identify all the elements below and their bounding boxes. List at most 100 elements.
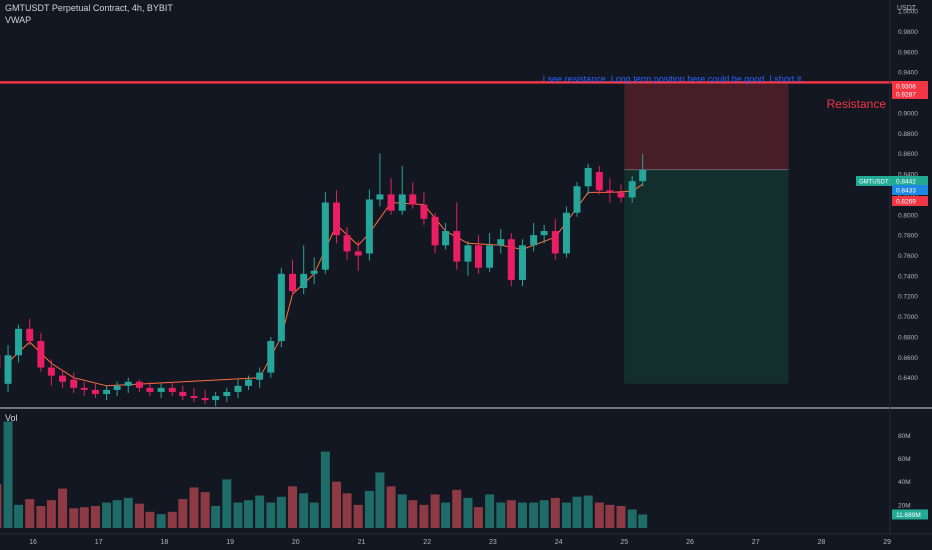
price-badge bbox=[892, 81, 928, 91]
candle-body bbox=[365, 199, 373, 254]
volume-bar bbox=[638, 514, 648, 528]
candle-body bbox=[80, 387, 88, 390]
candle-body bbox=[420, 204, 428, 219]
candle-body bbox=[595, 171, 603, 191]
price-tick-label: 0.8600 bbox=[898, 151, 918, 158]
candle-body bbox=[376, 194, 384, 200]
volume-bar bbox=[145, 511, 155, 528]
candle-body bbox=[453, 231, 461, 262]
candle-body bbox=[223, 391, 231, 397]
volume-bar bbox=[452, 489, 462, 528]
volume-label: Vol bbox=[5, 413, 18, 423]
candle-body bbox=[146, 387, 154, 392]
volume-badge-text: 11.689M bbox=[896, 512, 921, 519]
overlay-lines bbox=[0, 0, 932, 535]
price-tick-label: 0.8400 bbox=[898, 172, 918, 179]
price-tick-label: 0.7000 bbox=[898, 314, 918, 321]
volume-bar bbox=[299, 493, 309, 528]
candle-body bbox=[497, 239, 505, 246]
price-axis-currency: USDT bbox=[897, 5, 917, 12]
volume-bar bbox=[189, 487, 199, 528]
price-badge bbox=[892, 89, 928, 99]
candle-body bbox=[103, 389, 111, 394]
candle-body bbox=[37, 341, 45, 368]
volume-bar bbox=[25, 499, 35, 528]
price-badge-text: 0.9306 bbox=[896, 84, 916, 91]
volume-bar bbox=[616, 506, 626, 528]
candle-body bbox=[244, 379, 252, 386]
volume-bar bbox=[408, 500, 418, 528]
time-tick-label: 22 bbox=[423, 539, 431, 546]
volume-bar bbox=[123, 497, 133, 528]
candle-body bbox=[343, 235, 351, 252]
volume-bar bbox=[276, 496, 286, 528]
candle-body bbox=[442, 231, 450, 246]
volume-bar bbox=[102, 502, 112, 528]
price-tick-label: 0.7200 bbox=[898, 294, 918, 301]
time-tick-label: 26 bbox=[686, 539, 694, 546]
candle-body bbox=[4, 355, 12, 384]
volume-bar bbox=[550, 497, 560, 528]
volume-bar bbox=[90, 506, 100, 528]
volume-bar bbox=[496, 502, 506, 528]
candle-body bbox=[551, 231, 559, 254]
candle-body bbox=[212, 396, 220, 401]
candle-body bbox=[201, 398, 209, 401]
price-tick-label: 0.6400 bbox=[898, 375, 918, 382]
volume-bar bbox=[178, 499, 188, 528]
volume-bar bbox=[69, 508, 79, 528]
candle-body bbox=[409, 194, 417, 205]
time-tick-label: 28 bbox=[818, 539, 826, 546]
candle-body bbox=[59, 375, 67, 382]
time-tick-label: 23 bbox=[489, 539, 497, 546]
candle-body bbox=[310, 270, 318, 274]
candle-body bbox=[387, 194, 395, 211]
candle-body bbox=[179, 391, 187, 397]
price-tick-label: 0.6800 bbox=[898, 334, 918, 341]
volume-bar bbox=[3, 421, 13, 528]
price-tick-label: 0.8800 bbox=[898, 131, 918, 138]
volume-bar bbox=[332, 481, 342, 528]
volume-bar bbox=[200, 492, 210, 528]
candle-body bbox=[168, 387, 176, 392]
price-badge-text: 0.8433 bbox=[896, 188, 916, 195]
volume-bar bbox=[266, 502, 276, 528]
volume-bar bbox=[112, 500, 122, 528]
price-tick-label: 0.9600 bbox=[898, 49, 918, 56]
time-tick-label: 17 bbox=[95, 539, 103, 546]
candle-body bbox=[267, 341, 275, 373]
price-tick-label: 0.9400 bbox=[898, 70, 918, 77]
volume-bar bbox=[463, 497, 473, 528]
candle-body bbox=[398, 194, 406, 211]
time-tick-label: 20 bbox=[292, 539, 300, 546]
price-tick-label: 0.9000 bbox=[898, 110, 918, 117]
volume-bar bbox=[309, 502, 319, 528]
volume-tick-label: 80M bbox=[898, 433, 911, 440]
candle-body bbox=[584, 167, 592, 187]
volume-bar bbox=[441, 502, 451, 528]
candle-body bbox=[135, 381, 143, 388]
candle-body bbox=[354, 251, 362, 256]
stop-loss-zone bbox=[624, 83, 789, 170]
candle-body bbox=[70, 379, 78, 388]
candle-body bbox=[234, 385, 242, 392]
volume-tick-label: 60M bbox=[898, 456, 911, 463]
candle-body bbox=[277, 273, 285, 342]
chart-text: I see resistance. Long term position her… bbox=[5, 5, 917, 423]
candle-body bbox=[333, 202, 341, 236]
volume-bar bbox=[156, 514, 166, 528]
volume-bar bbox=[353, 504, 363, 528]
volume-bar bbox=[36, 506, 46, 528]
candle-body bbox=[113, 385, 121, 390]
volume-bars bbox=[0, 421, 648, 528]
candle-body bbox=[157, 387, 165, 392]
volume-bar bbox=[539, 500, 549, 528]
candle-body bbox=[190, 396, 198, 399]
position-zones bbox=[624, 83, 789, 384]
indicator-label: VWAP bbox=[5, 15, 32, 25]
candle-body bbox=[628, 181, 636, 198]
price-badge-text: 0.8442 bbox=[896, 179, 916, 186]
